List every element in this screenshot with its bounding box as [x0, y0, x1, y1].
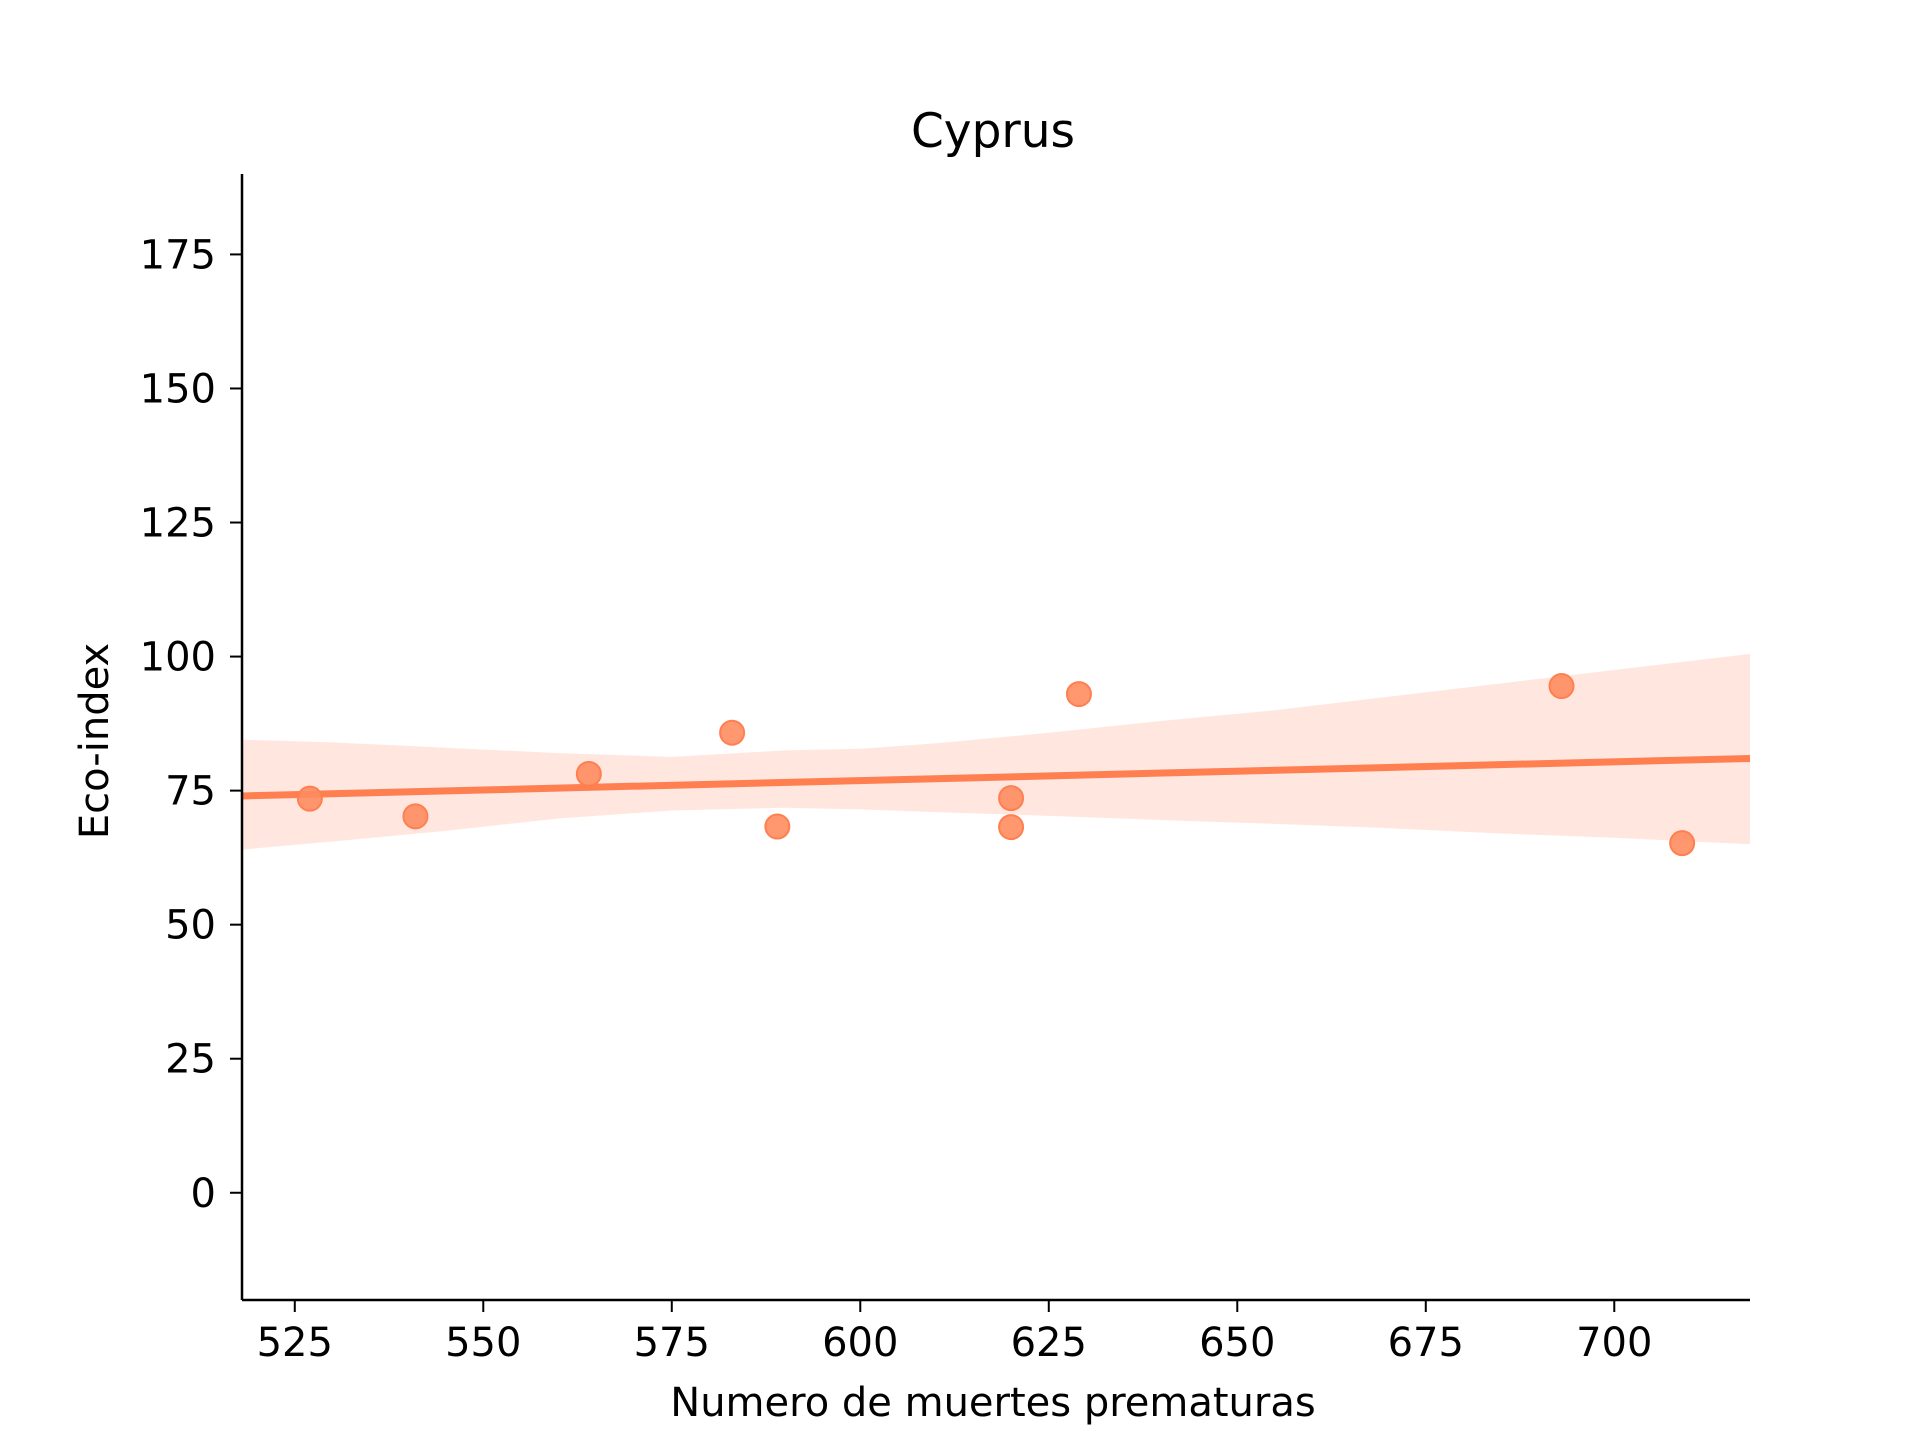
data-point — [998, 814, 1025, 841]
x-tick-label: 600 — [822, 1320, 898, 1366]
data-point — [1065, 681, 1092, 708]
chart-title: Cyprus — [911, 104, 1075, 159]
y-axis-label: Eco-index — [72, 643, 118, 839]
x-tick-label: 700 — [1576, 1320, 1652, 1366]
x-tick-label: 525 — [257, 1320, 333, 1366]
x-tick-label: 550 — [445, 1320, 521, 1366]
data-point — [1669, 830, 1696, 857]
y-tick-label: 75 — [165, 769, 216, 815]
x-axis-label: Numero de muertes prematuras — [670, 1380, 1315, 1426]
x-tick-label: 625 — [1011, 1320, 1087, 1366]
data-point — [575, 760, 602, 787]
y-tick-label: 100 — [140, 635, 216, 681]
x-tick-label: 575 — [634, 1320, 710, 1366]
data-point — [998, 785, 1025, 812]
y-tick-label: 25 — [165, 1037, 216, 1083]
y-tick-label: 0 — [191, 1171, 216, 1217]
data-point — [764, 813, 791, 840]
regression-line-layer — [241, 754, 1751, 800]
x-tick-label: 675 — [1388, 1320, 1464, 1366]
data-point — [719, 719, 746, 746]
data-points-layer — [296, 673, 1696, 857]
confidence-band — [242, 653, 1750, 850]
y-tick-label: 175 — [140, 232, 216, 278]
regression-line — [241, 754, 1751, 800]
y-tick-label: 125 — [140, 501, 216, 547]
axes-layer: 525 550 575 600 625 650 675 700 0 25 50 75 100 125 150… — [140, 174, 1750, 1366]
x-tick-label: 650 — [1199, 1320, 1275, 1366]
data-point — [402, 803, 429, 830]
y-tick-label: 50 — [165, 903, 216, 949]
data-point — [296, 785, 323, 812]
y-tick-label: 150 — [140, 366, 216, 412]
data-point — [1548, 673, 1575, 700]
confidence-band-layer — [242, 653, 1750, 850]
